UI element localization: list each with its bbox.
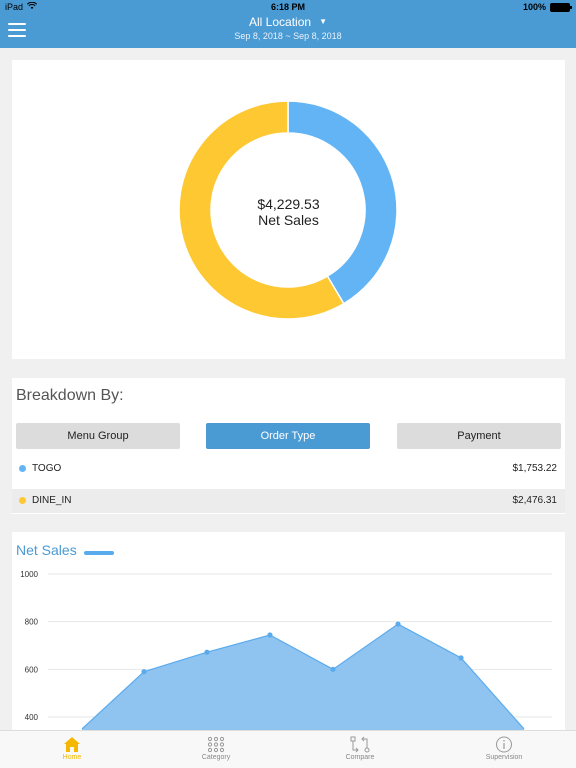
data-point[interactable]: [395, 621, 401, 627]
location-selector[interactable]: All Location ▼: [0, 15, 576, 29]
info-icon: [496, 736, 512, 753]
status-bar: iPad 6:18 PM 100%: [0, 0, 576, 14]
battery-percent: 100%: [522, 2, 546, 12]
legend-dot: [19, 497, 26, 504]
y-tick-label: 600: [25, 665, 39, 674]
data-point[interactable]: [204, 649, 210, 655]
compare-icon: [350, 736, 370, 753]
y-tick-label: 1000: [20, 570, 38, 579]
breakdown-title: Breakdown By:: [16, 387, 124, 404]
date-range: Sep 8, 2018 ~ Sep 8, 2018: [234, 31, 342, 41]
net-sales-label: Net Sales: [258, 212, 319, 228]
breakdown-card: Breakdown By: Menu Group Order Type Paym…: [12, 378, 565, 514]
data-point[interactable]: [458, 655, 464, 661]
tab-compare[interactable]: Compare: [288, 731, 432, 768]
legend-dot: [19, 465, 26, 472]
net-sales-amount: $4,229.53: [257, 196, 320, 212]
donut-slice-dine-in[interactable]: [178, 100, 345, 320]
series-line: [81, 623, 525, 730]
data-point[interactable]: [330, 666, 336, 672]
row-label: DINE_IN: [32, 495, 72, 506]
chart-title: Net Sales: [16, 542, 77, 558]
net-sales-donut-card: $4,229.53 Net Sales: [12, 60, 565, 359]
donut-slice-togo[interactable]: [287, 100, 398, 305]
tab-label: Supervision: [485, 754, 523, 761]
net-sales-chart-card: Net Sales 1000 800 600 400: [12, 532, 565, 732]
breakdown-row-togo[interactable]: TOGO $1,753.22: [12, 457, 565, 481]
battery-icon: [550, 2, 572, 12]
area-fill: [82, 624, 524, 732]
donut-chart: [178, 100, 398, 320]
y-tick-label: 400: [25, 713, 39, 722]
grid-icon: [207, 736, 225, 753]
wifi-icon: [26, 1, 38, 12]
segment-order-type[interactable]: Order Type: [206, 423, 370, 449]
tab-label: Home: [62, 754, 82, 761]
donut-center-text: $4,229.53 Net Sales: [12, 196, 565, 228]
data-point[interactable]: [267, 632, 273, 638]
tab-label: Compare: [345, 754, 375, 761]
tab-category[interactable]: Category: [144, 731, 288, 768]
status-time: 6:18 PM: [270, 2, 305, 12]
nav-bar: All Location ▼ Sep 8, 2018 ~ Sep 8, 2018: [0, 14, 576, 48]
row-value: $2,476.31: [512, 495, 558, 506]
device-label: iPad: [5, 2, 24, 12]
caret-down-icon: ▼: [319, 17, 327, 26]
breakdown-row-dine-in[interactable]: DINE_IN $2,476.31: [12, 489, 565, 513]
y-tick-label: 800: [25, 618, 39, 627]
tab-supervision[interactable]: Supervision: [432, 731, 576, 768]
net-sales-area-chart: 1000 800 600 400: [20, 570, 552, 732]
chart-legend-swatch: [84, 551, 114, 555]
segment-payment[interactable]: Payment: [397, 423, 561, 449]
home-icon: [64, 737, 80, 752]
tab-home[interactable]: Home: [0, 731, 144, 768]
row-value: $1,753.22: [512, 463, 558, 474]
data-point[interactable]: [141, 669, 147, 675]
tab-bar: Home Category Compare Supervision: [0, 730, 576, 768]
row-label: TOGO: [32, 463, 62, 474]
segment-menu-group[interactable]: Menu Group: [16, 423, 180, 449]
hamburger-menu-icon[interactable]: [8, 23, 26, 37]
tab-label: Category: [201, 754, 231, 761]
location-title: All Location: [249, 15, 312, 29]
